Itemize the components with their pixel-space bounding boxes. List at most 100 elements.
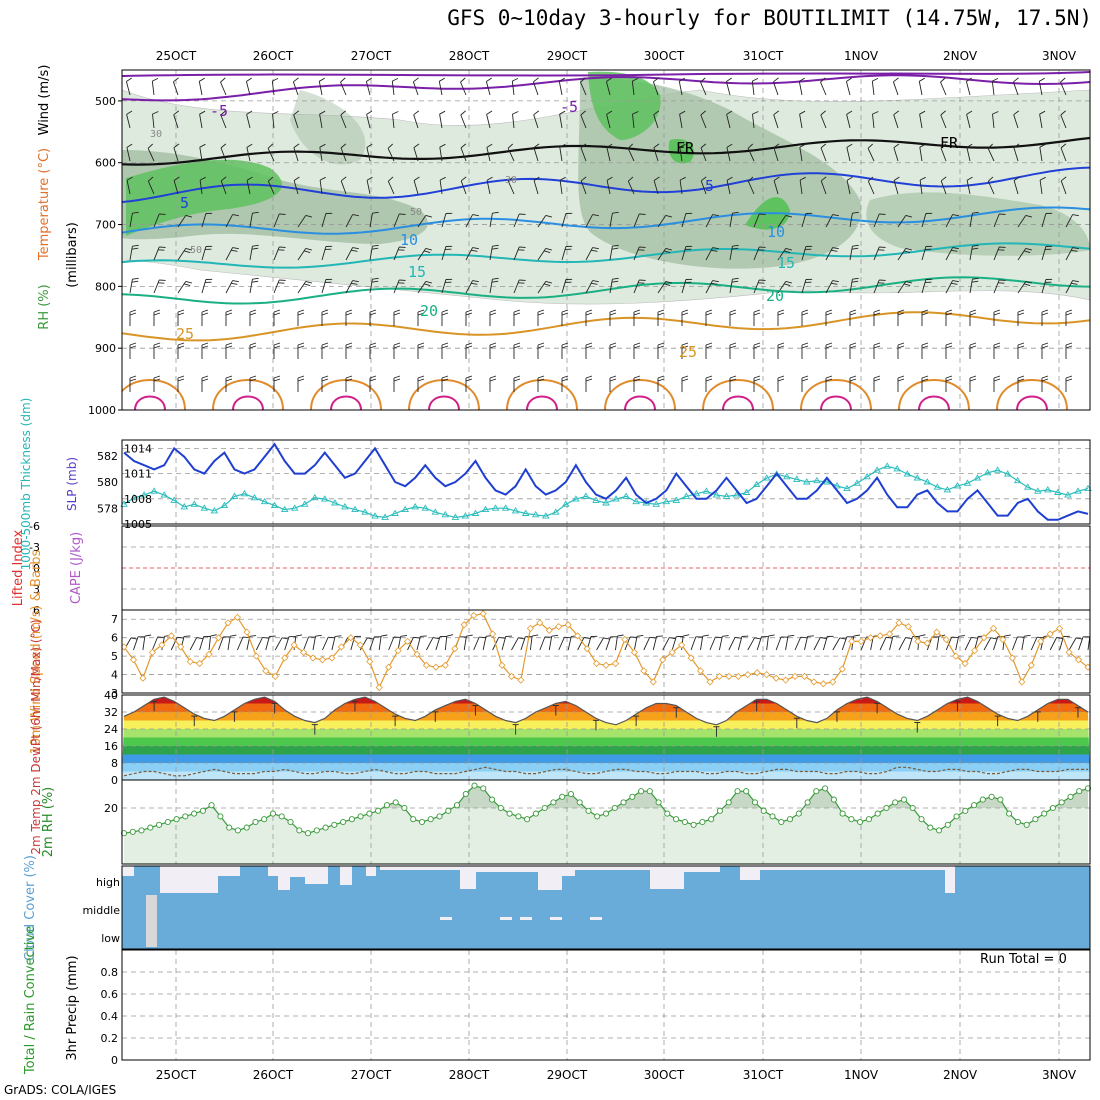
temperature-contour <box>918 395 950 410</box>
rh-marker <box>252 818 259 826</box>
wind-barb <box>820 143 827 149</box>
wind-barb <box>425 280 433 284</box>
wind-barb <box>921 375 929 379</box>
wind-barb <box>319 176 326 181</box>
wind-barb <box>991 81 995 96</box>
wind-barb <box>225 378 233 382</box>
wind-barb <box>249 635 257 637</box>
temperature-contour <box>212 379 284 410</box>
wind-barb <box>801 345 809 349</box>
thickness-marker <box>632 497 640 505</box>
wind-barb <box>227 636 231 651</box>
thickness-marker <box>1064 491 1072 498</box>
wind-barb <box>753 378 761 382</box>
wind-barb <box>653 114 659 129</box>
wind-barb <box>491 280 499 283</box>
wind-barb <box>940 143 947 149</box>
temp-band <box>122 697 1090 704</box>
wind-barb <box>945 309 953 313</box>
wind-barb <box>993 342 1001 346</box>
wind-barb <box>225 247 233 261</box>
temperature-contour <box>1016 395 1048 410</box>
wind-barb <box>173 143 180 148</box>
thickness-marker <box>803 478 811 485</box>
thickness-marker <box>190 500 199 507</box>
rh-marker <box>611 804 618 812</box>
wind-barb <box>919 77 926 82</box>
wind-barb <box>513 378 521 382</box>
li-tick-label: -3 <box>29 541 40 554</box>
contour-label: 50 <box>190 245 202 256</box>
wind-barb <box>273 345 281 349</box>
wind-barb <box>825 309 833 313</box>
wind-barb <box>585 345 593 349</box>
wind-barb <box>378 636 382 651</box>
rh-marker <box>848 816 855 823</box>
wind-barb <box>413 636 420 639</box>
wind-barb <box>756 636 762 651</box>
wind-speed-marker <box>158 641 166 649</box>
wind-barb <box>612 211 619 214</box>
wind-barb <box>951 249 958 252</box>
wind-barb <box>611 280 619 283</box>
contour-label: 15 <box>408 263 426 281</box>
wind-barb <box>561 279 567 294</box>
wind-speed-marker <box>848 637 856 645</box>
wind-barb <box>885 636 893 639</box>
wind-barb <box>561 342 569 346</box>
wind-speed-marker <box>224 619 232 627</box>
wind-speed-marker <box>1037 637 1045 645</box>
wind-barb <box>472 247 479 250</box>
wind-barb <box>825 247 833 261</box>
wind-speed-marker <box>337 643 345 651</box>
wind-barb <box>511 637 519 651</box>
thickness-marker <box>542 512 550 519</box>
wind-barb <box>304 250 311 254</box>
wind-barb <box>632 77 639 82</box>
thickness-marker <box>953 482 962 489</box>
wind-barb <box>511 81 515 96</box>
wind-barb <box>799 77 806 82</box>
wind-barb <box>969 345 977 349</box>
temperature-contour <box>134 395 166 410</box>
slp-tick-label: 1008 <box>124 493 152 506</box>
date-label-top: 26OCT <box>253 49 294 63</box>
wind-barb <box>992 111 999 115</box>
thickness-marker <box>722 492 731 499</box>
wind-barb <box>1011 636 1018 651</box>
wind-barb <box>413 77 419 83</box>
rh-marker <box>822 785 829 792</box>
wind-barb <box>559 114 563 129</box>
thickness-marker <box>150 487 158 494</box>
wind-barb <box>700 143 707 149</box>
wind-barb <box>340 143 347 149</box>
wind-barb <box>945 378 953 382</box>
rh-marker <box>927 824 934 831</box>
wind-barb <box>753 345 761 349</box>
rh-marker <box>243 824 250 831</box>
wind-barb <box>1012 81 1019 96</box>
wind-barb <box>1041 312 1049 316</box>
wind-barb <box>633 213 640 228</box>
wind-barb <box>700 114 707 129</box>
wind-barb <box>460 143 467 149</box>
wind-barb <box>252 211 259 214</box>
wind-barb <box>820 114 827 129</box>
cloud-gap <box>575 866 650 870</box>
wind-barb <box>297 375 305 379</box>
wind-barb <box>199 636 205 651</box>
date-label-top: 3NOV <box>1042 49 1077 63</box>
wind-barb <box>393 246 400 261</box>
slp-line <box>123 442 1089 521</box>
wind-barb <box>132 277 139 280</box>
wind-barb <box>267 143 274 149</box>
wind-barb <box>486 143 493 148</box>
rh-marker <box>313 827 320 834</box>
rh-marker <box>541 804 548 812</box>
wind-barb <box>921 309 929 313</box>
wind-barb <box>485 81 491 96</box>
wind-barb <box>592 214 599 217</box>
wind-barb <box>606 147 611 162</box>
wind-barb <box>255 637 263 651</box>
wind-barb <box>297 309 305 313</box>
